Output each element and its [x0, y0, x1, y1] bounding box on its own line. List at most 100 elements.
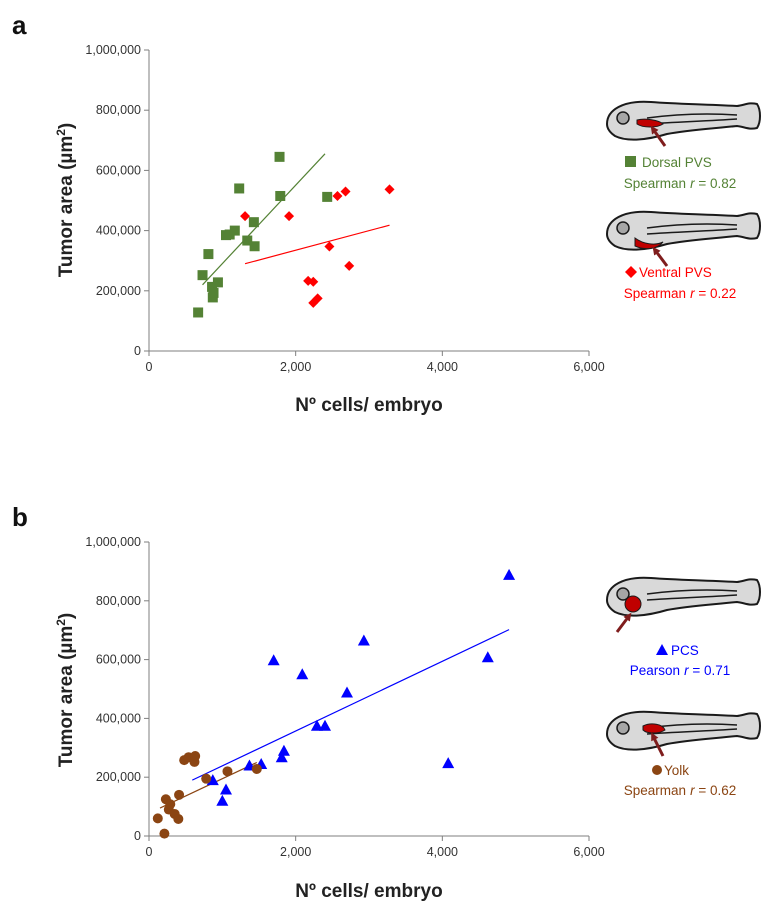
data-point-ventral-pvs [312, 293, 323, 304]
data-point-pcs [481, 651, 494, 663]
x-axis-title-a: Nº cells/ embryo [295, 395, 442, 416]
data-point-dorsal-pvs [275, 190, 286, 201]
legend-stat-dorsal-pvs: Spearman r = 0.82 [624, 176, 736, 191]
plot-area-a: 0 200,000 400,000 600,000 800,000 1,000,000 0 2… [85, 43, 604, 374]
data-point-ventral-pvs [240, 211, 251, 222]
y-tick-label: 0 [134, 829, 141, 843]
fish-schematic-dorsal-pvs [606, 100, 761, 147]
legend-marker-ventral-pvs [625, 266, 637, 278]
y-tick-label: 800,000 [96, 103, 141, 117]
x-tick-label: 4,000 [427, 360, 458, 374]
arrow-pcs [615, 612, 632, 633]
y-tick-label: 400,000 [96, 711, 141, 725]
data-point-dorsal-pvs [249, 241, 260, 252]
legend-label-dorsal-pvs: Dorsal PVS [642, 155, 712, 170]
data-point-dorsal-pvs [224, 229, 235, 240]
trendline-ventral-pvs [244, 224, 390, 265]
data-point-ventral-pvs [308, 276, 319, 287]
data-point-pcs [275, 751, 288, 763]
legend-marker-dorsal-pvs [625, 156, 636, 167]
data-point-dorsal-pvs [203, 249, 214, 260]
legend-label-pcs: PCS [671, 643, 699, 658]
x-tick-label: 0 [146, 360, 153, 374]
legend-marker-pcs [656, 644, 668, 655]
data-point-yolk [159, 828, 170, 839]
y-tick-label: 200,000 [96, 770, 141, 784]
data-point-dorsal-pvs [322, 191, 333, 202]
y-axis-title-a-main: Tumor area (µm [56, 136, 77, 278]
panel-letter-a: a [12, 10, 27, 40]
y-axis-title-b: Tumor area (µm2) [54, 613, 77, 768]
data-point-dorsal-pvs [193, 307, 204, 318]
data-point-ventral-pvs [332, 190, 343, 201]
data-point-pcs [319, 719, 331, 731]
data-point-ventral-pvs [284, 211, 295, 222]
panel-a: a Tumor area (µm2) Nº cells/ embryo 0 200… [12, 10, 605, 416]
panel-letter-b: b [12, 502, 28, 532]
y-tick-label: 1,000,000 [85, 535, 141, 549]
fish-schematic-ventral-pvs [606, 210, 761, 267]
y-axis-title-a-sup: 2 [54, 129, 68, 136]
data-point-pcs [277, 744, 290, 756]
trendline-dorsal-pvs [202, 153, 326, 286]
data-point-pcs [503, 568, 516, 580]
x-tick-label: 6,000 [573, 845, 604, 859]
arrow-yolk [651, 732, 665, 757]
y-tick-label: 0 [134, 344, 141, 358]
legend-marker-yolk [652, 765, 662, 775]
data-point-ventral-pvs [340, 186, 351, 197]
data-point-pcs [357, 634, 370, 646]
data-point-dorsal-pvs [207, 281, 218, 292]
data-point-yolk [201, 773, 212, 784]
data-point-pcs [267, 654, 280, 666]
arrow-dorsal-pvs [650, 125, 667, 147]
data-point-pcs [216, 794, 229, 806]
y-axis-title-a: Tumor area (µm2) [54, 123, 77, 278]
legend-label-yolk: Yolk [664, 763, 689, 778]
y-axis-title-b-sup: 2 [54, 619, 68, 626]
data-point-pcs [341, 686, 353, 698]
arrow-ventral-pvs [652, 246, 669, 267]
data-point-dorsal-pvs [229, 225, 240, 236]
x-tick-label: 6,000 [573, 360, 604, 374]
x-tick-label: 0 [146, 845, 153, 859]
y-axis-title-b-main: Tumor area (µm [56, 626, 77, 768]
legend-stat-pcs: Pearson r = 0.71 [630, 663, 730, 678]
legend-stat-yolk: Spearman r = 0.62 [624, 783, 736, 798]
svg-text:Tumor area (µm2): Tumor area (µm2) [54, 123, 77, 278]
data-point-yolk [222, 766, 233, 777]
tumor-pcs [624, 595, 642, 613]
y-tick-label: 600,000 [96, 163, 141, 177]
data-point-yolk [165, 799, 176, 810]
y-tick-label: 400,000 [96, 224, 141, 238]
data-point-pcs [206, 774, 219, 786]
x-tick-label: 2,000 [280, 360, 311, 374]
data-point-yolk [173, 813, 184, 824]
data-point-dorsal-pvs [208, 287, 219, 298]
y-axis-title-b-close: ) [56, 613, 77, 619]
x-tick-label: 2,000 [280, 845, 311, 859]
trendline-yolk [159, 761, 258, 809]
data-point-dorsal-pvs [242, 235, 253, 246]
svg-text:Tumor area (µm2): Tumor area (µm2) [54, 613, 77, 768]
legend-pcs: PCS Pearson r = 0.71 [630, 643, 730, 678]
data-point-dorsal-pvs [274, 151, 285, 162]
trendline-pcs [192, 629, 510, 781]
x-axis-title-b: Nº cells/ embryo [295, 881, 442, 902]
legend-stat-ventral-pvs: Spearman r = 0.22 [624, 286, 736, 301]
data-point-ventral-pvs [384, 184, 395, 195]
tumor-dorsal-pvs [636, 118, 664, 128]
data-point-ventral-pvs [324, 241, 335, 252]
y-axis-title-a-close: ) [56, 123, 77, 129]
fish-schematic-pcs [606, 576, 761, 633]
data-point-yolk [152, 813, 163, 824]
fish-schematic-yolk [606, 710, 761, 757]
legend-dorsal-pvs: Dorsal PVS Spearman r = 0.82 [624, 155, 736, 191]
data-point-yolk [251, 763, 262, 774]
data-point-dorsal-pvs [248, 217, 259, 228]
plot-area-b: 0 200,000 400,000 600,000 800,000 1,000,000 0 2… [85, 535, 604, 859]
data-point-dorsal-pvs [197, 270, 208, 281]
y-tick-label: 200,000 [96, 284, 141, 298]
data-point-pcs [296, 668, 309, 680]
